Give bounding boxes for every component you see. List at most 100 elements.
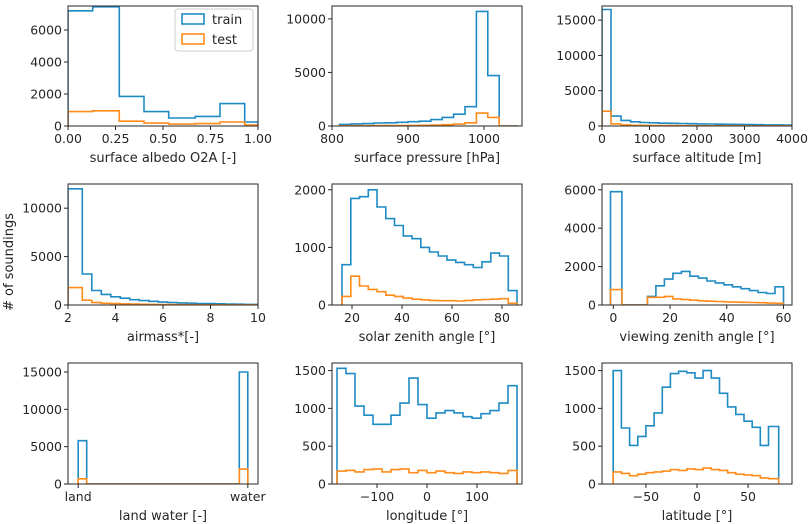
x-tick-label: 1000 <box>468 131 500 146</box>
y-tick-label: 5000 <box>564 83 596 98</box>
y-tick-label: 0 <box>318 298 326 313</box>
histogram-panel: land water 0 5000 10000 15000 land water [-] <box>22 362 266 524</box>
y-tick-label: 0 <box>54 477 62 492</box>
legend-label-test: test <box>212 33 237 48</box>
x-tick-label: 3000 <box>729 131 761 146</box>
y-tick-label: 10000 <box>556 48 596 63</box>
histogram-panel: 20 40 60 80 0 1000 2000 solar zenith angle [°] <box>294 182 523 345</box>
series-test-line <box>612 467 780 484</box>
y-tick-label: 6000 <box>564 182 596 197</box>
x-axis-label: surface albedo O2A [-] <box>90 151 237 166</box>
axes-frame <box>331 183 523 306</box>
y-tick-label: 5000 <box>294 65 326 80</box>
y-tick-label: 1500 <box>294 363 326 378</box>
y-tick-label: 1000 <box>294 401 326 416</box>
axes-frame <box>331 5 523 127</box>
histogram-panel: 0 1000 2000 3000 4000 0 5000 10000 15000 surface … <box>556 5 808 166</box>
series-train-line <box>68 188 258 305</box>
y-tick-label: 0 <box>588 298 596 313</box>
x-axis-label: longitude [°] <box>386 509 468 524</box>
x-tick-label: 0.75 <box>197 131 225 146</box>
x-tick-label: 50 <box>740 489 756 504</box>
x-tick-label: 8 <box>207 310 215 325</box>
series-test-line <box>68 110 258 126</box>
x-axis-label: viewing zenith angle [°] <box>619 330 774 345</box>
x-tick-label: −50 <box>633 489 659 504</box>
x-tick-label: 100 <box>465 489 489 504</box>
x-tick-label: 10 <box>250 310 266 325</box>
y-tick-label: 4000 <box>30 55 62 70</box>
y-tick-label: 0 <box>588 477 596 492</box>
y-tick-label: 15000 <box>22 364 62 379</box>
series-train-line <box>602 8 792 126</box>
y-tick-label: 0 <box>588 119 596 134</box>
y-tick-label: 0 <box>318 119 326 134</box>
axes-frame <box>67 362 259 485</box>
y-tick-label: 1500 <box>564 363 596 378</box>
x-tick-label: 2000 <box>681 131 713 146</box>
y-tick-label: 1000 <box>294 240 326 255</box>
x-tick-label: 0 <box>423 489 431 504</box>
series-test-line <box>341 275 518 305</box>
legend-swatch-train <box>181 13 205 25</box>
x-axis-label: solar zenith angle [°] <box>359 330 496 345</box>
panels: 0.00 0.25 0.50 0.75 1.000200040006000surface… <box>22 5 808 524</box>
x-tick-label: 60 <box>776 310 792 325</box>
series-test-line <box>609 288 785 305</box>
axes-frame <box>601 183 793 306</box>
x-tick-label: 80 <box>494 310 510 325</box>
histogram-panel: 0.00 0.25 0.50 0.75 1.00 0 2000 4000 6000 surface… <box>30 5 272 166</box>
figure-ylabel: # of soundings <box>2 213 17 311</box>
y-tick-label: 2000 <box>30 87 62 102</box>
x-axis-label: surface altitude [m] <box>633 151 762 166</box>
x-tick-label: 20 <box>344 310 360 325</box>
x-tick-label: 20 <box>662 310 678 325</box>
series-train-line <box>612 369 780 484</box>
series-test-line <box>336 468 518 484</box>
series-train-line <box>68 6 258 126</box>
series-train-line <box>338 10 519 126</box>
y-tick-label: 1000 <box>564 401 596 416</box>
legend-label-train: train <box>212 13 242 28</box>
y-tick-label: 10000 <box>22 402 62 417</box>
axes-frame <box>67 183 259 306</box>
y-tick-label: 2000 <box>294 182 326 197</box>
axes-frame <box>601 5 793 127</box>
x-axis-label: land water [-] <box>119 509 207 524</box>
legend-box <box>174 8 254 52</box>
y-tick-label: 5000 <box>30 439 62 454</box>
axes-frame <box>331 362 523 485</box>
y-tick-label: 15000 <box>556 13 596 28</box>
x-tick-label: land <box>65 489 92 504</box>
x-tick-label: 0 <box>598 131 606 146</box>
histogram-panel: 0 20 40 60 0 2000 4000 6000 viewing zenith angle… <box>564 182 793 345</box>
x-tick-label: 1000 <box>634 131 666 146</box>
series-train-line <box>341 189 518 305</box>
y-tick-label: 10000 <box>22 201 62 216</box>
y-tick-label: 500 <box>302 439 326 454</box>
x-tick-label: 900 <box>396 131 420 146</box>
y-tick-label: 4000 <box>564 221 596 236</box>
x-tick-label: 60 <box>444 310 460 325</box>
legend-swatch-test <box>181 33 205 45</box>
y-tick-label: 10000 <box>286 11 326 26</box>
x-axis-label: latitude [°] <box>662 509 733 524</box>
x-tick-label: 800 <box>320 131 344 146</box>
series-train-line <box>336 367 518 484</box>
y-tick-label: 500 <box>572 439 596 454</box>
x-tick-label: 40 <box>719 310 735 325</box>
x-tick-label: 0.50 <box>149 131 177 146</box>
y-tick-label: 0 <box>318 477 326 492</box>
y-tick-label: 5000 <box>30 249 62 264</box>
x-tick-label: −100 <box>360 489 394 504</box>
x-tick-label: 0.00 <box>54 131 82 146</box>
x-tick-label: 6 <box>159 310 167 325</box>
y-tick-label: 2000 <box>564 259 596 274</box>
y-tick-label: 0 <box>54 119 62 134</box>
series-train-line <box>609 190 785 305</box>
x-tick-label: 0 <box>609 310 617 325</box>
